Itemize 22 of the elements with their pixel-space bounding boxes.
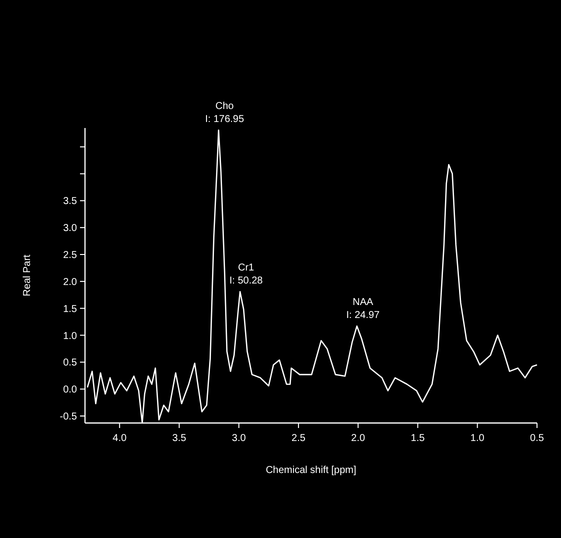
annotation: Cho I: 176.95 [205,101,244,126]
x-tick-label: 3.0 [232,433,246,444]
x-tick-label: 4.0 [112,433,127,444]
y-tick-label: -0.5 [60,412,78,422]
x-tick-label: 2.5 [292,433,306,444]
y-tick-label: 3.5 [63,196,78,208]
annotation: NAA I: 24.97 [346,297,380,322]
y-tick-label: 2.0 [63,276,78,288]
x-tick-label: 0.5 [530,433,544,444]
y-tick-label: 1.0 [63,330,78,342]
x-tick-label: 2.0 [351,433,366,444]
x-axis-title: Chemical shift [ppm] [266,465,357,476]
y-tick-label: 2.5 [63,250,78,262]
x-tick-label: 3.5 [172,433,187,444]
x-tick-label: 1.0 [470,433,485,444]
y-tick-label: 3.0 [63,223,78,234]
y-axis-title: Real Part [22,254,33,296]
annotation: Cr1 I: 50.28 [229,262,264,287]
y-tick-label: 0.0 [63,384,78,396]
x-tick-label: 1.5 [410,433,426,444]
y-tick-label: 1.5 [63,304,78,315]
y-tick-label: 0.5 [63,358,78,369]
